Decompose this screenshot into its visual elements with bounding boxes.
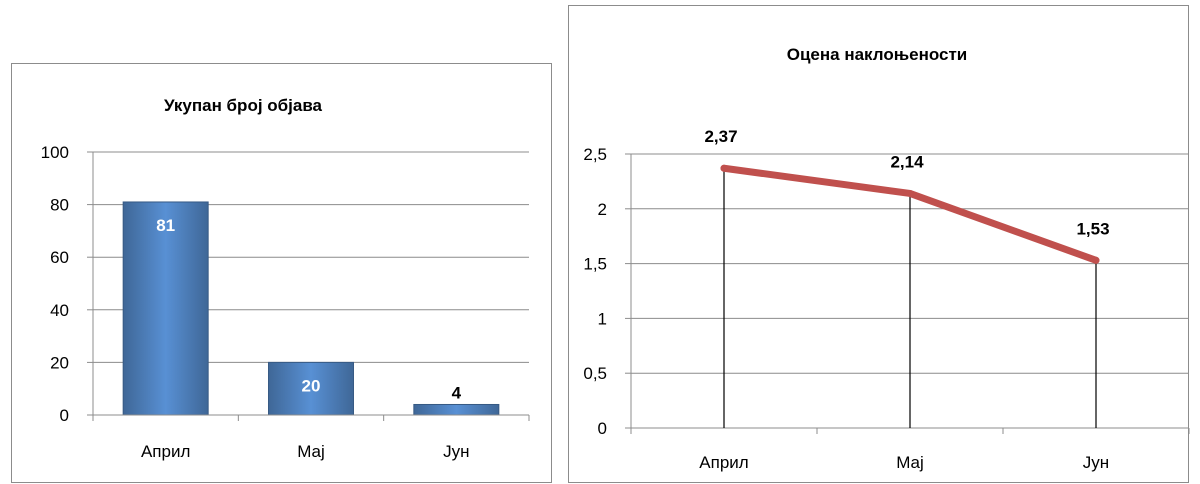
x-tick-label: Април xyxy=(141,442,190,461)
y-tick-label: 2 xyxy=(598,200,607,219)
bar-chart-panel: Укупан број објава 81 20 4 0 20 40 60 80 100 Апр… xyxy=(11,63,552,483)
bar-data-label: 4 xyxy=(452,383,462,402)
point-data-label: 2,14 xyxy=(890,152,924,171)
drop-lines xyxy=(723,168,1097,428)
bar xyxy=(413,403,500,416)
point-data-label: 2,37 xyxy=(704,127,737,146)
chart-title: Оцена наклоњености xyxy=(787,45,968,64)
bar-chart: Укупан број објава 81 20 4 0 20 40 60 80 100 Апр… xyxy=(41,96,530,461)
axes: 0 20 40 60 80 100 Април Мај Јун xyxy=(41,143,530,461)
line-chart: Оцена наклоњености 0 0,5 1 1,5 2 2,5 Април Мај Ј… xyxy=(583,45,1190,472)
y-tick-label: 0,5 xyxy=(583,364,607,383)
y-tick-label: 40 xyxy=(50,301,69,320)
bar-data-label: 81 xyxy=(156,216,175,235)
bar-data-label: 20 xyxy=(302,376,321,395)
data-point xyxy=(906,189,914,197)
y-tick-label: 60 xyxy=(50,248,69,267)
y-tick-label: 1 xyxy=(598,309,607,328)
x-tick-label: Мај xyxy=(297,442,325,461)
y-tick-label: 100 xyxy=(41,143,69,162)
y-tick-label: 1,5 xyxy=(583,255,607,274)
y-tick-label: 20 xyxy=(50,353,69,372)
y-tick-label: 80 xyxy=(50,196,69,215)
chart-title: Укупан број објава xyxy=(164,96,323,115)
point-data-label: 1,53 xyxy=(1076,219,1109,238)
x-tick-label: Јун xyxy=(1083,453,1109,472)
y-tick-label: 2,5 xyxy=(583,145,607,164)
y-tick-label: 0 xyxy=(598,419,607,438)
data-point xyxy=(720,164,728,172)
x-tick-label: Јун xyxy=(443,442,469,461)
bars: 81 20 4 xyxy=(122,201,500,416)
data-point xyxy=(1092,256,1100,264)
axes: 0 0,5 1 1,5 2 2,5 Април Мај Јун xyxy=(583,145,1190,472)
x-tick-label: Април xyxy=(699,453,748,472)
bar xyxy=(122,201,209,416)
line-chart-panel: Оцена наклоњености 0 0,5 1 1,5 2 2,5 Април Мај Ј… xyxy=(568,5,1190,483)
y-tick-label: 0 xyxy=(60,406,69,425)
x-tick-label: Мај xyxy=(896,453,924,472)
series: 2,37 2,14 1,53 xyxy=(704,127,1110,264)
